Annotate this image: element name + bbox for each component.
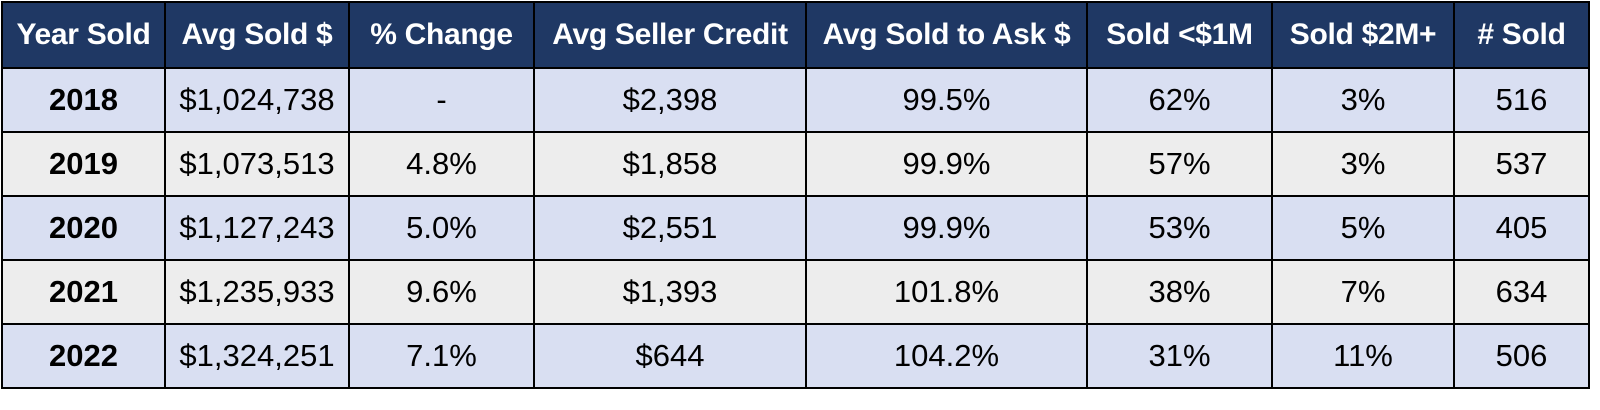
cell-year-sold[interactable]: 2022 <box>1 323 166 389</box>
cell-avg-sold-to-ask[interactable]: 99.9% <box>805 195 1088 261</box>
cell-pct-change[interactable]: 5.0% <box>348 195 535 261</box>
column-header-avg-sold-to-ask[interactable]: Avg Sold to Ask $ <box>805 1 1088 69</box>
cell-pct-change[interactable]: 4.8% <box>348 131 535 197</box>
cell-year-sold[interactable]: 2021 <box>1 259 166 325</box>
cell-sold-2m-plus[interactable]: 3% <box>1271 67 1455 133</box>
table-row: 2022 $1,324,251 7.1% $644 104.2% 31% 11% 506 <box>1 323 1590 389</box>
table-row: 2021 $1,235,933 9.6% $1,393 101.8% 38% 7% 634 <box>1 259 1590 325</box>
table-body: 2018 $1,024,738- $2,398 99.5% 62% 3% 516 2019 $1… <box>1 67 1590 389</box>
cell-sold-under-1m[interactable]: 53% <box>1086 195 1273 261</box>
cell-sold-2m-plus[interactable]: 5% <box>1271 195 1455 261</box>
cell-avg-seller-credit[interactable]: $644 <box>533 323 807 389</box>
cell-avg-sold[interactable]: $1,127,243 <box>164 195 350 261</box>
cell-num-sold[interactable]: 634 <box>1453 259 1590 325</box>
column-header-avg-seller-credit[interactable]: Avg Seller Credit <box>533 1 807 69</box>
cell-pct-change[interactable]: - <box>348 67 535 133</box>
cell-sold-under-1m[interactable]: 38% <box>1086 259 1273 325</box>
table-row: 2019 $1,073,513 4.8% $1,858 99.9% 57% 3% 537 <box>1 131 1590 197</box>
column-header-sold-under-1m[interactable]: Sold <$1M <box>1086 1 1273 69</box>
sales-summary-table: Year Sold Avg Sold $ % Change Avg Seller… <box>1 1 1590 389</box>
cell-pct-change[interactable]: 7.1% <box>348 323 535 389</box>
cell-avg-seller-credit[interactable]: $1,393 <box>533 259 807 325</box>
cell-sold-under-1m[interactable]: 62% <box>1086 67 1273 133</box>
table-row: 2020 $1,127,243 5.0% $2,551 99.9% 53% 5% 405 <box>1 195 1590 261</box>
column-header-avg-sold[interactable]: Avg Sold $ <box>164 1 350 69</box>
header-row: Year Sold Avg Sold $ % Change Avg Seller… <box>1 1 1590 69</box>
column-header-year-sold[interactable]: Year Sold <box>1 1 166 69</box>
column-header-num-sold[interactable]: # Sold <box>1453 1 1590 69</box>
cell-avg-sold[interactable]: $1,024,738 <box>164 67 350 133</box>
cell-avg-seller-credit[interactable]: $2,398 <box>533 67 807 133</box>
cell-avg-sold-to-ask[interactable]: 99.9% <box>805 131 1088 197</box>
cell-sold-under-1m[interactable]: 31% <box>1086 323 1273 389</box>
cell-avg-sold-to-ask[interactable]: 101.8% <box>805 259 1088 325</box>
cell-avg-sold[interactable]: $1,073,513 <box>164 131 350 197</box>
cell-sold-2m-plus[interactable]: 3% <box>1271 131 1455 197</box>
table-row: 2018 $1,024,738- $2,398 99.5% 62% 3% 516 <box>1 67 1590 133</box>
cell-num-sold[interactable]: 405 <box>1453 195 1590 261</box>
cell-sold-2m-plus[interactable]: 7% <box>1271 259 1455 325</box>
cell-sold-2m-plus[interactable]: 11% <box>1271 323 1455 389</box>
cell-num-sold[interactable]: 537 <box>1453 131 1590 197</box>
cell-num-sold[interactable]: 506 <box>1453 323 1590 389</box>
cell-avg-sold[interactable]: $1,235,933 <box>164 259 350 325</box>
cell-year-sold[interactable]: 2019 <box>1 131 166 197</box>
cell-year-sold[interactable]: 2018 <box>1 67 166 133</box>
column-header-sold-2m-plus[interactable]: Sold $2M+ <box>1271 1 1455 69</box>
cell-avg-sold-to-ask[interactable]: 99.5% <box>805 67 1088 133</box>
cell-year-sold[interactable]: 2020 <box>1 195 166 261</box>
column-header-pct-change[interactable]: % Change <box>348 1 535 69</box>
cell-num-sold[interactable]: 516 <box>1453 67 1590 133</box>
cell-avg-sold-to-ask[interactable]: 104.2% <box>805 323 1088 389</box>
cell-avg-seller-credit[interactable]: $1,858 <box>533 131 807 197</box>
cell-avg-seller-credit[interactable]: $2,551 <box>533 195 807 261</box>
cell-avg-sold[interactable]: $1,324,251 <box>164 323 350 389</box>
cell-sold-under-1m[interactable]: 57% <box>1086 131 1273 197</box>
cell-pct-change[interactable]: 9.6% <box>348 259 535 325</box>
